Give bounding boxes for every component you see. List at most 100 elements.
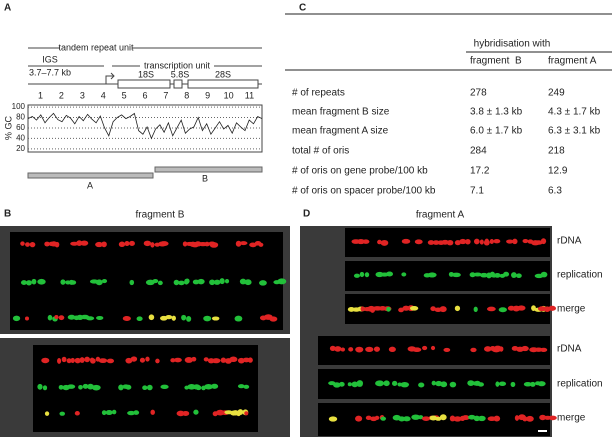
signal — [364, 272, 370, 278]
signal — [353, 273, 360, 278]
channel-label: replication — [557, 270, 603, 281]
signal — [101, 241, 107, 248]
igs-label: IGS — [42, 54, 58, 64]
signal — [66, 384, 76, 389]
signal — [483, 346, 492, 352]
signal — [58, 315, 65, 321]
signal — [29, 241, 36, 248]
signal — [178, 280, 185, 286]
signal — [95, 241, 104, 248]
signal — [522, 416, 528, 422]
signal — [182, 241, 188, 247]
signal — [67, 314, 76, 320]
tss-arrow — [105, 72, 115, 84]
signal — [380, 239, 389, 246]
table-cell: 249 — [548, 88, 565, 99]
signal — [74, 357, 81, 364]
signal — [185, 278, 190, 284]
signal — [224, 278, 230, 284]
signal — [540, 238, 547, 245]
signal — [340, 347, 346, 352]
signal — [474, 380, 481, 386]
signal — [269, 316, 278, 322]
signal — [25, 242, 30, 247]
label-bg — [140, 60, 214, 72]
x-tick-label: 1 — [38, 90, 43, 100]
channel-label: rDNA — [557, 236, 582, 247]
signal — [355, 346, 364, 353]
signal — [446, 240, 454, 246]
signal — [96, 315, 104, 320]
signal — [429, 415, 438, 421]
signal — [467, 380, 475, 386]
signal — [150, 409, 155, 415]
signal — [136, 316, 143, 322]
signal — [84, 356, 91, 363]
signal — [277, 278, 287, 285]
channel-label: replication — [557, 379, 603, 390]
signal — [155, 358, 160, 364]
table-header: hybridisation with — [474, 39, 551, 50]
signal — [512, 238, 518, 245]
signal — [506, 239, 514, 244]
signal — [159, 241, 169, 247]
signal — [514, 415, 520, 421]
signal — [427, 240, 435, 245]
row-label: # of repeats — [292, 88, 345, 99]
gene-box — [187, 79, 259, 89]
signal — [98, 358, 108, 364]
signal — [195, 385, 202, 391]
signal — [20, 280, 27, 285]
signal — [443, 347, 451, 352]
y-tick-label: 40 — [16, 134, 25, 143]
signal — [411, 414, 421, 420]
signal — [383, 380, 390, 387]
y-tick-label: 20 — [16, 144, 25, 153]
signal — [182, 410, 190, 416]
signal — [125, 357, 133, 364]
signal — [375, 380, 385, 387]
signal — [498, 381, 507, 387]
fragment-bar — [27, 172, 154, 179]
signal — [258, 242, 264, 247]
signal — [473, 238, 480, 245]
table-cell: 284 — [470, 146, 487, 157]
signal — [360, 306, 365, 312]
x-tick-label: 9 — [205, 90, 210, 100]
signal — [203, 315, 212, 322]
signal — [244, 411, 249, 416]
x-tick-label: 10 — [224, 90, 234, 100]
gene-box — [173, 79, 183, 89]
signal — [435, 416, 442, 421]
signal — [402, 416, 411, 422]
signal — [259, 280, 267, 286]
signal — [503, 271, 510, 277]
signal — [95, 279, 103, 286]
signal — [362, 239, 370, 244]
signal — [439, 414, 447, 421]
signal — [220, 357, 227, 363]
signal — [489, 238, 494, 245]
signal — [239, 278, 247, 285]
signal — [495, 381, 500, 387]
signal — [401, 272, 407, 277]
signal — [211, 358, 221, 364]
signal — [431, 380, 436, 386]
column-header: fragment A — [548, 56, 597, 67]
channel-label: merge — [557, 304, 586, 315]
gene-label: 28S — [215, 69, 231, 79]
signal — [479, 272, 488, 278]
table-cell: 218 — [548, 146, 565, 157]
signal — [82, 383, 89, 389]
image — [10, 232, 283, 330]
signal — [534, 240, 543, 245]
x-tick-label: 11 — [245, 90, 254, 100]
row-label: mean fragment A size — [292, 126, 389, 137]
signal — [111, 409, 117, 415]
signal — [511, 272, 517, 279]
signal — [386, 306, 391, 312]
signal — [209, 242, 219, 248]
table-cell: 6.3 — [548, 186, 562, 197]
signal — [351, 381, 359, 388]
signal — [160, 384, 169, 390]
